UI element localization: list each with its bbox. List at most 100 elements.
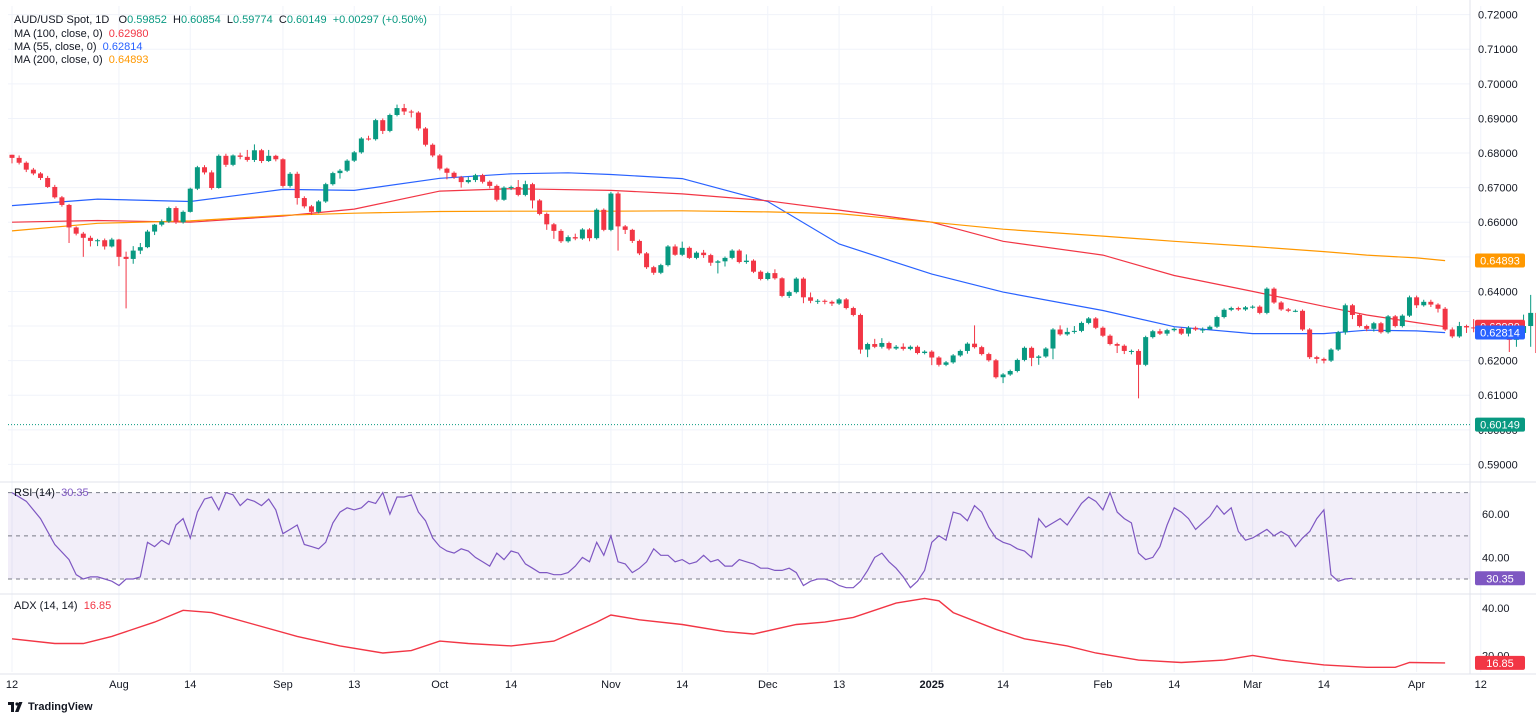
candle-body: [1071, 330, 1077, 332]
candle-body: [1264, 288, 1270, 313]
ma-line-100: [11, 188, 1446, 328]
rsi-legend[interactable]: RSI (14) 30.35: [14, 487, 89, 500]
candle-body: [373, 120, 379, 140]
candle-body: [1278, 302, 1284, 310]
candle-body: [1128, 350, 1134, 352]
candle-body: [187, 188, 193, 212]
high-label: H: [173, 14, 181, 26]
candle-body: [857, 314, 863, 350]
candle-body: [722, 257, 728, 262]
ma200-legend[interactable]: MA (200, close, 0) 0.64893: [14, 54, 149, 67]
candle-body: [380, 120, 386, 131]
candle-body: [886, 342, 892, 349]
time-tick-label: 14: [1168, 679, 1180, 691]
candle-body: [1257, 306, 1263, 313]
candle-body: [344, 160, 350, 171]
price-badge-label: 0.62814: [1480, 327, 1520, 339]
ma-line-200: [11, 210, 1446, 262]
candle-body: [465, 180, 471, 183]
high-value: 0.60854: [180, 14, 221, 26]
candle-body: [751, 260, 757, 272]
candle-body: [223, 155, 229, 165]
rsi-pane: [8, 490, 1470, 589]
adx-badge-label: 16.85: [1486, 658, 1514, 670]
candle-body: [1193, 327, 1199, 330]
candle-body: [522, 184, 528, 195]
adx-legend[interactable]: ADX (14, 14) 16.85: [14, 600, 111, 613]
candle-body: [1043, 348, 1049, 357]
candle-body: [922, 351, 928, 354]
moving-averages: [11, 172, 1446, 335]
candle-body: [615, 193, 621, 227]
candle-body: [772, 273, 778, 279]
candle-body: [244, 156, 250, 160]
time-tick-label: 13: [348, 679, 360, 691]
candle-body: [301, 198, 307, 207]
time-tick-label: 14: [997, 679, 1009, 691]
candle-body: [808, 297, 814, 301]
candle-body: [80, 233, 86, 238]
tradingview-logo[interactable]: TradingView: [8, 701, 93, 713]
candle-body: [979, 347, 985, 355]
candle-body: [1029, 347, 1035, 358]
candle-body: [1242, 307, 1248, 310]
candle-body: [743, 260, 749, 263]
candle-body: [152, 224, 158, 232]
candle-body: [330, 173, 336, 185]
adx-value: 16.85: [83, 600, 112, 612]
candle-body: [1000, 374, 1006, 378]
candle-body: [1456, 326, 1462, 337]
time-tick-label: Nov: [601, 679, 621, 691]
candle-body: [1185, 327, 1191, 334]
candle-body: [1271, 288, 1277, 303]
candle-body: [1021, 347, 1027, 360]
candle-body: [1328, 349, 1334, 361]
candle-body: [836, 299, 842, 304]
candle-body: [1064, 331, 1070, 335]
candle-body: [537, 200, 543, 214]
candle-body: [850, 308, 856, 315]
candle-body: [1079, 322, 1084, 331]
candle-body: [1421, 301, 1427, 306]
adx-tick-label: 40.00: [1482, 603, 1510, 615]
candle-body: [636, 240, 642, 254]
candle-body: [1428, 301, 1434, 305]
candle-body: [45, 177, 51, 187]
time-axis[interactable]: 12 Aug 14 Sep 13 Oct 14 Nov 14 Dec 13 2025 14 Feb 14 Ma…: [6, 679, 1487, 691]
candle-body: [66, 204, 72, 228]
price-tick-label: 0.59000: [1478, 459, 1518, 471]
time-tick-label: Mar: [1243, 679, 1262, 691]
candle-body: [644, 253, 650, 268]
candle-body: [209, 172, 215, 188]
candle-body: [95, 240, 101, 242]
candle-body: [423, 128, 429, 145]
candle-body: [1164, 330, 1170, 334]
candle-body: [715, 261, 721, 263]
candle-body: [900, 346, 906, 349]
candle-body: [1357, 314, 1363, 327]
candle-body: [202, 167, 208, 173]
candle-body: [366, 138, 371, 140]
candle-body: [251, 150, 257, 160]
low-value: 0.59774: [232, 14, 273, 26]
candle-body: [1528, 312, 1534, 327]
candle-body: [515, 186, 521, 195]
time-tick-label: 13: [833, 679, 845, 691]
symbol-title[interactable]: AUD/USD Spot, 1D: [14, 14, 110, 26]
candle-body: [1086, 318, 1092, 323]
time-tick-label: Sep: [273, 679, 293, 691]
candle-body: [672, 246, 678, 255]
candle-body: [130, 250, 136, 259]
candle-body: [38, 173, 44, 178]
ma55-legend[interactable]: MA (55, close, 0) 0.62814: [14, 41, 142, 54]
candle-body: [1221, 309, 1227, 318]
candle-body: [1057, 329, 1063, 335]
candle-body: [1136, 350, 1142, 365]
candle-body: [508, 186, 514, 188]
gridlines: [8, 6, 1482, 672]
ma100-legend[interactable]: MA (100, close, 0) 0.62980: [14, 28, 149, 41]
candle-body: [665, 246, 671, 266]
candle-body: [194, 167, 200, 189]
candle-body: [907, 346, 913, 349]
